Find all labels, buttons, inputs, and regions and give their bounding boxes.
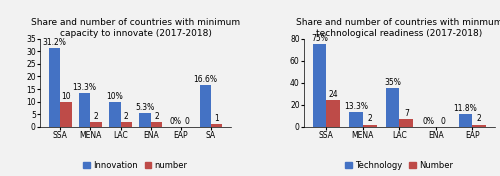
- Text: 24: 24: [328, 90, 338, 99]
- Bar: [150, 122, 162, 127]
- Bar: [48, 48, 60, 127]
- Legend: Technology, Number: Technology, Number: [342, 158, 456, 174]
- Bar: [312, 44, 326, 127]
- Text: 0%: 0%: [169, 117, 181, 126]
- Text: 31.2%: 31.2%: [42, 38, 66, 47]
- Bar: [79, 93, 90, 127]
- Text: 11.8%: 11.8%: [454, 104, 477, 113]
- Text: 1: 1: [214, 114, 219, 123]
- Bar: [139, 113, 150, 127]
- Bar: [90, 122, 102, 127]
- Bar: [458, 114, 472, 127]
- Bar: [349, 112, 363, 127]
- Text: 13.3%: 13.3%: [72, 83, 96, 92]
- Bar: [60, 102, 72, 127]
- Bar: [200, 85, 211, 127]
- Text: 7: 7: [404, 109, 409, 118]
- Bar: [386, 88, 400, 127]
- Title: Share and number of countries with minimum
capacity to innovate (2017-2018): Share and number of countries with minim…: [31, 18, 240, 38]
- Bar: [211, 124, 222, 127]
- Text: 0: 0: [184, 117, 189, 126]
- Bar: [363, 125, 377, 127]
- Text: 10%: 10%: [106, 92, 123, 100]
- Text: 0%: 0%: [423, 117, 435, 126]
- Bar: [326, 100, 340, 127]
- Text: 2: 2: [94, 112, 98, 121]
- Text: 16.6%: 16.6%: [194, 75, 218, 84]
- Text: 75%: 75%: [311, 34, 328, 43]
- Text: 35%: 35%: [384, 78, 401, 87]
- Text: 2: 2: [124, 112, 128, 121]
- Text: 2: 2: [368, 114, 372, 124]
- Text: 5.3%: 5.3%: [136, 103, 154, 112]
- Bar: [400, 119, 413, 127]
- Text: 2: 2: [477, 114, 482, 124]
- Bar: [120, 122, 132, 127]
- Title: Share and number of countries with minmum
technological readiness (2017-2018): Share and number of countries with minmu…: [296, 18, 500, 38]
- Text: 13.3%: 13.3%: [344, 102, 368, 111]
- Legend: Innovation, number: Innovation, number: [80, 158, 191, 174]
- Text: 0: 0: [440, 117, 446, 126]
- Text: 10: 10: [61, 92, 70, 100]
- Bar: [472, 125, 486, 127]
- Bar: [109, 102, 120, 127]
- Text: 2: 2: [154, 112, 159, 121]
